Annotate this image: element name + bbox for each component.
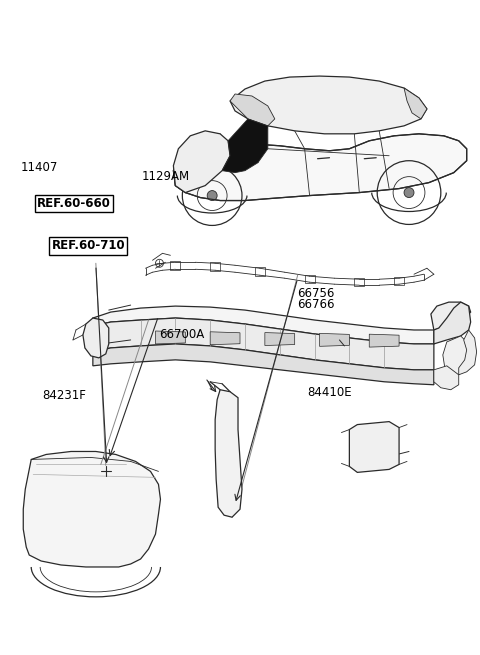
Polygon shape xyxy=(357,447,387,464)
Polygon shape xyxy=(222,119,268,173)
Polygon shape xyxy=(434,366,459,390)
Text: 66756: 66756 xyxy=(297,287,335,300)
Circle shape xyxy=(404,187,414,198)
Text: 11407: 11407 xyxy=(21,161,58,174)
Text: REF.60-660: REF.60-660 xyxy=(37,197,111,210)
Text: 84410E: 84410E xyxy=(307,386,351,399)
Polygon shape xyxy=(349,422,399,472)
Polygon shape xyxy=(357,430,387,447)
Polygon shape xyxy=(93,306,434,344)
Polygon shape xyxy=(23,451,160,567)
Polygon shape xyxy=(265,333,295,346)
Polygon shape xyxy=(93,318,434,370)
Polygon shape xyxy=(443,336,468,375)
Polygon shape xyxy=(434,302,471,344)
Polygon shape xyxy=(210,332,240,345)
Text: 66766: 66766 xyxy=(297,298,335,311)
Polygon shape xyxy=(156,331,185,344)
Text: 84231F: 84231F xyxy=(42,390,86,402)
Polygon shape xyxy=(230,94,275,126)
Circle shape xyxy=(207,191,217,200)
Polygon shape xyxy=(215,390,242,517)
Polygon shape xyxy=(459,330,477,375)
Polygon shape xyxy=(369,334,399,347)
Polygon shape xyxy=(173,134,467,200)
Text: REF.60-710: REF.60-710 xyxy=(51,240,125,252)
Text: 1129AM: 1129AM xyxy=(142,170,190,183)
Text: 66700A: 66700A xyxy=(159,328,204,341)
Polygon shape xyxy=(404,88,427,119)
Polygon shape xyxy=(320,333,349,346)
Polygon shape xyxy=(93,344,434,384)
Polygon shape xyxy=(230,76,427,134)
Polygon shape xyxy=(173,131,230,193)
Polygon shape xyxy=(83,318,109,358)
Circle shape xyxy=(124,338,128,342)
Polygon shape xyxy=(431,302,471,330)
